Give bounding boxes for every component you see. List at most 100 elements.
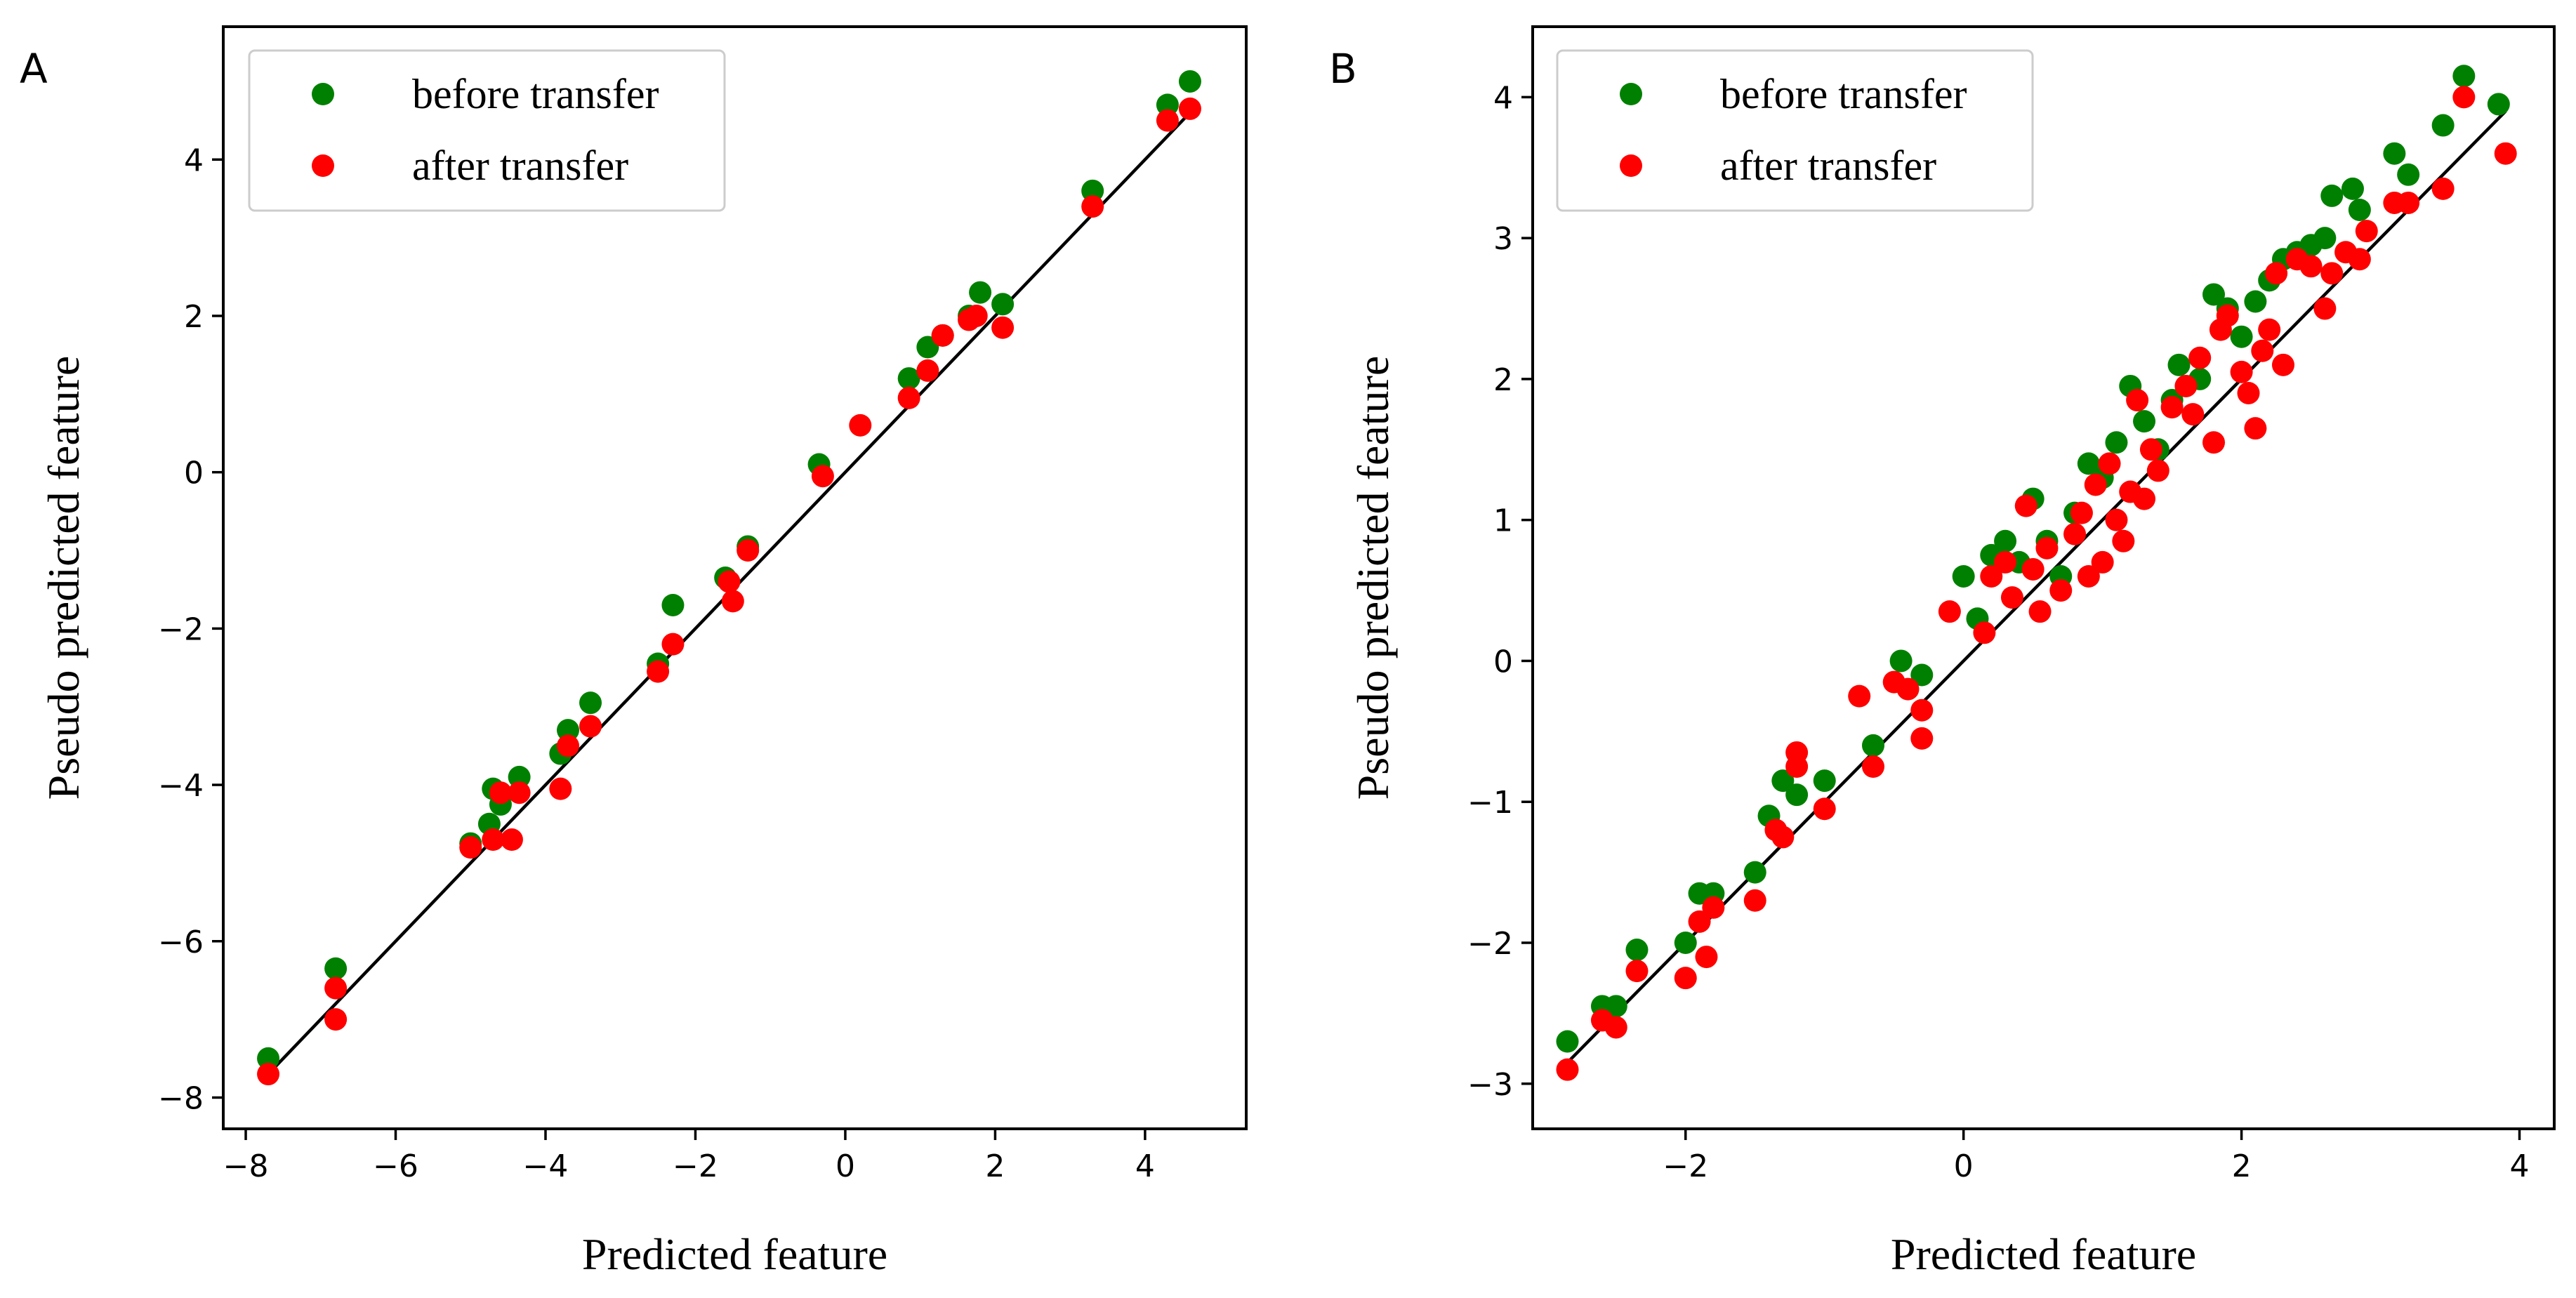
panel-a-point xyxy=(721,590,744,613)
panel-a-point xyxy=(257,1063,280,1086)
panel-b-point xyxy=(1862,734,1884,757)
panel-b-point xyxy=(1973,621,1996,644)
panel-b-ytick-label: 4 xyxy=(1493,80,1513,116)
panel-b-legend-marker xyxy=(1620,154,1642,177)
panel-a-xtick-label: −6 xyxy=(373,1148,418,1184)
panel-a-ytick-label: 0 xyxy=(184,456,204,491)
panel-b-point xyxy=(2320,184,2344,207)
panel-b-point xyxy=(2244,417,2267,440)
panel-b-point xyxy=(1771,826,1795,849)
panel-a-point xyxy=(489,781,512,804)
panel-b-point xyxy=(2202,283,2225,306)
panel-b-point xyxy=(2265,262,2288,285)
panel-b-point xyxy=(2320,262,2344,285)
panel-b-series-after xyxy=(1556,86,2517,1081)
panel-b-point xyxy=(2299,255,2323,278)
panel-b-point xyxy=(2000,586,2023,609)
panel-a-legend-label: after transfer xyxy=(412,143,628,189)
panel-b: B −2 0 2 4 −3 −2 −1 0 1 2 3 4 Predicted feature Pseudo… xyxy=(1329,25,2556,1279)
panel-b-point xyxy=(2313,227,2337,250)
panel-a-ytick-label: −4 xyxy=(158,768,204,804)
panel-b-point xyxy=(1862,755,1884,779)
panel-a-point xyxy=(718,570,741,593)
panel-a-point xyxy=(661,593,685,616)
panel-b-point xyxy=(2174,374,2198,397)
panel-a-xtick-label: −8 xyxy=(223,1148,269,1184)
panel-b-point xyxy=(2494,142,2517,165)
panel-a-point xyxy=(1178,97,1201,120)
panel-b-point xyxy=(1743,861,1766,884)
panel-a-xtick-label: 2 xyxy=(985,1148,1005,1184)
panel-a-point xyxy=(549,777,572,800)
panel-a-point xyxy=(1178,69,1201,93)
panel-a-axes-frame xyxy=(222,25,1248,1130)
panel-b-axes-frame xyxy=(1531,25,2556,1130)
panel-b-point xyxy=(2077,564,2100,588)
panel-b-ytick-label: 3 xyxy=(1493,221,1513,257)
panel-b-point xyxy=(2021,557,2045,581)
panel-a-legend-label: before transfer xyxy=(412,71,659,117)
panel-b-point xyxy=(1625,939,1649,962)
panel-a-point xyxy=(897,386,920,409)
panel-b-point xyxy=(2028,600,2052,623)
panel-b-point xyxy=(1910,698,1934,722)
panel-b-point xyxy=(1695,946,1718,969)
panel-a-point xyxy=(459,836,482,859)
panel-b-point xyxy=(2452,86,2476,109)
panel-a-ytick-label: −8 xyxy=(158,1080,204,1116)
panel-b-point xyxy=(2160,396,2184,419)
panel-b-point xyxy=(2341,177,2364,200)
panel-b-point xyxy=(1980,564,2003,588)
panel-a-point xyxy=(579,691,602,715)
panel-b-legend: before transfer after transfer xyxy=(1556,49,2034,212)
panel-b-point xyxy=(1938,600,1961,623)
panel-a-point xyxy=(991,293,1015,316)
panel-a-point xyxy=(647,660,670,683)
panel-b-point xyxy=(1896,677,1920,701)
panel-b-point xyxy=(2112,529,2135,552)
panel-a-ytick-label: 4 xyxy=(184,143,204,178)
panel-b-point xyxy=(1910,727,1934,750)
panel-b-point xyxy=(1688,910,1711,933)
panel-b-xtick-label: 4 xyxy=(2510,1148,2530,1184)
panel-a-ytick-label: −2 xyxy=(158,611,204,647)
panel-a-point xyxy=(969,281,992,304)
panel-b-point xyxy=(1674,967,1697,990)
panel-b-ytick-label: −2 xyxy=(1467,926,1513,962)
panel-b-point xyxy=(1848,684,1871,708)
panel-a-legend: before transfer after transfer xyxy=(248,49,726,212)
panel-b-point xyxy=(2063,522,2087,545)
panel-a-xtick-label: −4 xyxy=(523,1148,569,1184)
panel-b-point xyxy=(2091,550,2114,574)
panel-b-legend-box xyxy=(1556,49,2034,212)
panel-a-ytick-label: −6 xyxy=(158,925,204,960)
panel-b-point xyxy=(2251,339,2274,362)
panel-b-point xyxy=(2230,360,2253,383)
panel-a-xtick-label: 0 xyxy=(835,1148,855,1184)
panel-b-ytick-label: −3 xyxy=(1467,1067,1513,1103)
panel-b-point xyxy=(2237,381,2260,404)
panel-b-point xyxy=(2133,410,2156,433)
panel-a-series-after xyxy=(257,97,1201,1086)
panel-a-legend-marker xyxy=(312,83,334,105)
panel-a-xtick-label: −2 xyxy=(673,1148,718,1184)
panel-b-point xyxy=(1994,550,2017,574)
panel-a-point xyxy=(557,719,580,742)
panel-b-point xyxy=(2181,403,2205,426)
panel-a-xlabel: Predicted feature xyxy=(582,1229,887,1279)
panel-b-legend-marker xyxy=(1620,83,1642,105)
panel-b-point xyxy=(1743,889,1766,912)
panel-a-point xyxy=(508,781,531,804)
panel-b-point xyxy=(1556,1030,1579,1053)
panel-a-point xyxy=(482,828,505,852)
panel-a-point xyxy=(931,324,954,347)
panel-b-point xyxy=(1702,896,1725,919)
panel-b-legend-label: before transfer xyxy=(1720,71,1967,117)
panel-a-point xyxy=(1156,93,1179,117)
panel-a-series-before xyxy=(257,69,1201,1070)
panel-b-point xyxy=(1556,1058,1579,1081)
panel-b-point xyxy=(2431,114,2455,137)
panel-a-point xyxy=(1156,109,1179,132)
panel-b-point xyxy=(2105,431,2128,454)
panel-b-point xyxy=(2383,142,2406,165)
